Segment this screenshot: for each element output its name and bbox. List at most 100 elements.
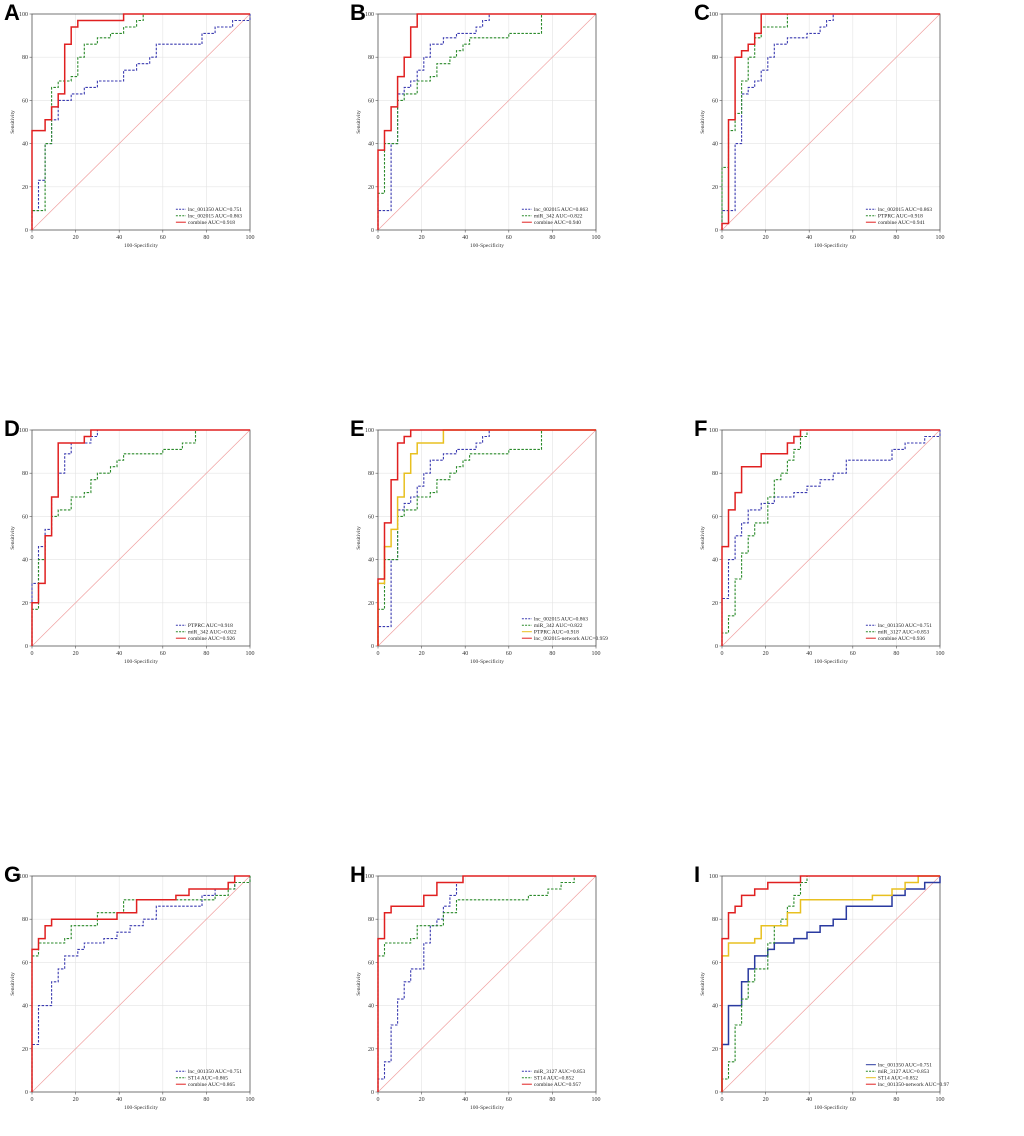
x-tick-label: 80 — [549, 651, 555, 657]
reference-diagonal — [31, 13, 251, 231]
x-axis-title: 100-Specificity — [124, 658, 158, 665]
panel-letter: F — [694, 416, 708, 441]
x-tick-label: 0 — [31, 651, 34, 657]
roc-curve-series-1 — [31, 876, 251, 1092]
x-tick-label: 60 — [506, 1097, 512, 1103]
y-tick-label: 100 — [709, 12, 718, 18]
y-tick-label: 20 — [22, 185, 28, 191]
y-tick-label: 80 — [22, 917, 28, 923]
legend-label: lnc_001350-network AUC=0.97 — [878, 1082, 949, 1088]
x-tick-label: 0 — [377, 235, 380, 241]
x-tick-label: 60 — [160, 235, 166, 241]
legend-label: PTPRC AUC=0.918 — [188, 623, 233, 629]
y-tick-label: 100 — [19, 428, 28, 434]
y-tick-label: 40 — [712, 1004, 718, 1010]
roc-curve-series-1 — [721, 13, 940, 230]
x-tick-label: 80 — [203, 651, 209, 657]
y-tick-label: 40 — [712, 142, 718, 148]
y-tick-label: 80 — [22, 471, 28, 477]
y-tick-label: 60 — [368, 960, 374, 966]
x-axis-title: 100-Specificity — [814, 658, 848, 665]
y-tick-label: 20 — [22, 601, 28, 607]
roc-chart: 00 20 20 40 40 60 60 80 80 100 100 100-Specificity S… — [10, 874, 255, 1111]
legend-label: PTPRC AUC=0.918 — [878, 214, 923, 220]
reference-diagonal — [721, 429, 941, 647]
x-tick-label: 60 — [850, 651, 856, 657]
legend-label: lnc_001350 AUC=0.751 — [878, 1063, 932, 1069]
roc-chart: 00 20 20 40 40 60 60 80 80 100 100 100-Specificity S… — [356, 12, 601, 249]
y-tick-label: 20 — [368, 185, 374, 191]
x-tick-label: 0 — [377, 1097, 380, 1103]
y-tick-label: 60 — [712, 960, 718, 966]
y-axis-title: Sensitivity — [356, 972, 362, 996]
y-tick-label: 40 — [22, 558, 28, 564]
legend-label: ST14 AUC=0.852 — [534, 1076, 574, 1082]
roc-curve-series-1 — [377, 875, 596, 1092]
y-tick-label: 80 — [368, 917, 374, 923]
y-tick-label: 0 — [715, 644, 718, 650]
x-tick-label: 60 — [506, 651, 512, 657]
y-tick-label: 100 — [365, 874, 374, 880]
x-tick-label: 80 — [203, 1097, 209, 1103]
y-tick-label: 60 — [22, 960, 28, 966]
y-tick-label: 100 — [365, 12, 374, 18]
y-tick-label: 40 — [712, 558, 718, 564]
ticks: 00 20 20 40 40 60 60 80 80 100 100 — [709, 874, 945, 1103]
x-tick-label: 0 — [721, 1097, 724, 1103]
y-tick-label: 0 — [715, 1090, 718, 1096]
legend-label: combine AUC=0.918 — [188, 220, 235, 226]
roc-panel-b: B 0 0 20 20 40 40 60 60 80 80 100 100 100-Specificit… — [350, 0, 680, 264]
roc-panel-g: G 0 0 20 20 40 40 60 60 80 80 100 100 100-Specificit… — [4, 862, 334, 1126]
roc-curve-series-2 — [377, 875, 596, 1092]
roc-panel-h: H 0 0 20 20 40 40 60 60 80 80 100 100 100-Specificit… — [350, 862, 680, 1126]
ticks: 00 20 20 40 40 60 60 80 80 100 100 — [709, 428, 945, 657]
y-tick-label: 20 — [712, 1047, 718, 1053]
y-axis-title: Sensitivity — [700, 110, 706, 134]
x-tick-label: 100 — [936, 235, 945, 241]
roc-curve-series-2 — [31, 13, 250, 230]
panel-letter: C — [694, 0, 710, 25]
x-tick-label: 0 — [721, 651, 724, 657]
y-tick-label: 40 — [22, 142, 28, 148]
legend-label: lnc_002015 AUC=0.863 — [534, 617, 588, 623]
y-axis-title: Sensitivity — [10, 526, 16, 550]
x-tick-label: 20 — [763, 235, 769, 241]
reference-diagonal — [377, 875, 597, 1093]
x-tick-label: 100 — [592, 235, 601, 241]
roc-panel-d: D 0 0 20 20 40 40 60 60 80 80 100 100 100-Specificit… — [4, 416, 334, 680]
x-axis-title: 100-Specificity — [470, 1104, 504, 1111]
ticks: 00 20 20 40 40 60 60 80 80 100 100 — [365, 428, 601, 657]
roc-curve-series-3 — [31, 875, 250, 1092]
x-tick-label: 20 — [763, 651, 769, 657]
y-tick-label: 80 — [368, 471, 374, 477]
panel-letter: B — [350, 0, 366, 25]
panel-letter: H — [350, 862, 366, 887]
y-axis-title: Sensitivity — [700, 526, 706, 550]
y-tick-label: 60 — [368, 514, 374, 520]
panel-letter: I — [694, 862, 701, 887]
y-tick-label: 100 — [365, 428, 374, 434]
roc-curve-series-3 — [377, 875, 596, 1092]
roc-curve-series-2 — [721, 875, 940, 1092]
y-tick-label: 80 — [368, 55, 374, 61]
x-tick-label: 40 — [116, 235, 122, 241]
roc-curve-series-3 — [31, 13, 250, 230]
x-tick-label: 80 — [893, 1097, 899, 1103]
roc-chart: 00 20 20 40 40 60 60 80 80 100 100 100-Specificity S… — [356, 874, 601, 1111]
x-tick-label: 40 — [806, 1097, 812, 1103]
roc-panel-f: F 0 0 20 20 40 40 60 60 80 80 100 100 100-Specificit… — [694, 416, 1024, 680]
x-tick-label: 100 — [936, 651, 945, 657]
y-tick-label: 0 — [371, 1090, 374, 1096]
x-axis-title: 100-Specificity — [470, 242, 504, 249]
ticks: 00 20 20 40 40 60 60 80 80 100 100 — [19, 428, 255, 657]
y-tick-label: 0 — [25, 644, 28, 650]
y-tick-label: 60 — [22, 514, 28, 520]
ticks: 00 20 20 40 40 60 60 80 80 100 100 — [19, 12, 255, 241]
ticks: 00 20 20 40 40 60 60 80 80 100 100 — [709, 12, 945, 241]
x-tick-label: 20 — [419, 651, 425, 657]
x-axis-title: 100-Specificity — [814, 242, 848, 249]
roc-curve-series-4 — [721, 875, 940, 1092]
y-tick-label: 100 — [709, 874, 718, 880]
